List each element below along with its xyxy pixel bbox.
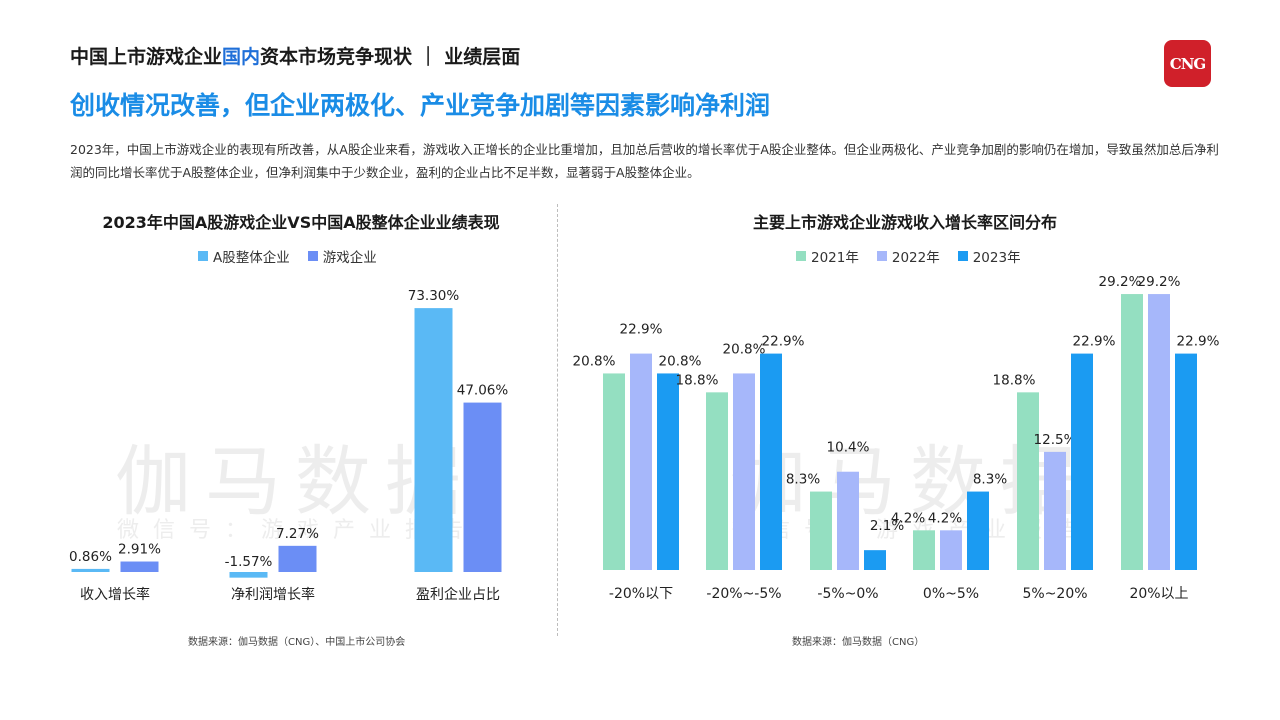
right-data-label: 10.4% — [827, 440, 870, 456]
right-data-label: 22.9% — [1073, 334, 1116, 350]
right-bar-2022 — [1148, 294, 1170, 570]
cng-logo-text: CNG — [1169, 54, 1206, 73]
legend-swatch-a-share — [198, 251, 208, 261]
legend-label-2022: 2022年 — [891, 250, 940, 266]
left-bar-a-share — [414, 308, 453, 572]
left-bar-game — [463, 402, 502, 572]
left-data-label: 2.91% — [118, 542, 161, 558]
left-bar-game — [120, 561, 159, 572]
right-bar-2023 — [1175, 353, 1197, 570]
right-chart-legend: 2021年 2022年 2023年 — [796, 246, 1021, 266]
legend-swatch-2023 — [957, 251, 968, 261]
right-data-label: 2.1% — [870, 518, 904, 534]
legend-label-2023: 2023年 — [972, 250, 1021, 266]
right-chart-source: 数据来源：伽马数据（CNG） — [792, 637, 925, 648]
legend-item-2023: 2023年 — [957, 246, 1021, 266]
legend-item-a-share: A股整体企业 — [198, 246, 290, 266]
right-bar-2021 — [1017, 392, 1039, 570]
right-bar-2022 — [1044, 451, 1066, 570]
left-bar-a-share — [229, 572, 268, 578]
right-bar-2023 — [760, 353, 782, 570]
right-data-label: 4.2% — [891, 510, 925, 526]
right-data-label: 18.8% — [993, 372, 1036, 388]
right-bar-2021 — [810, 491, 832, 570]
page-title-part1: 中国上市游戏企业 — [70, 46, 223, 68]
legend-swatch-2021 — [796, 251, 806, 261]
left-chart-title: 2023年中国A股游戏企业VS中国A股整体企业业绩表现 — [102, 213, 500, 232]
left-data-label: -1.57% — [225, 554, 273, 570]
right-bar-2023 — [657, 373, 679, 570]
right-bar-2022 — [940, 530, 962, 570]
left-category-label: 盈利企业占比 — [416, 586, 500, 603]
right-data-label: 8.3% — [786, 472, 820, 488]
right-bar-2021 — [1121, 294, 1143, 570]
right-data-label: 22.9% — [620, 322, 663, 338]
page-title-highlight: 国内 — [222, 46, 261, 68]
legend-label-2021: 2021年 — [811, 250, 859, 266]
right-data-label: 22.9% — [762, 334, 805, 350]
right-data-label: 12.5% — [1034, 432, 1077, 448]
page-title: 中国上市游戏企业国内资本市场竞争现状 ｜ 业绩层面 — [70, 42, 520, 69]
right-bar-2022 — [733, 373, 755, 570]
right-data-label: 8.3% — [973, 472, 1007, 488]
left-category-label: 收入增长率 — [80, 586, 150, 603]
right-data-label: 4.2% — [928, 510, 962, 526]
legend-label-a-share: A股整体企业 — [213, 250, 290, 266]
right-data-label: 29.2% — [1138, 274, 1181, 290]
right-bar-2022 — [630, 353, 652, 570]
left-category-label: 净利润增长率 — [231, 586, 315, 603]
right-bar-2023 — [864, 550, 886, 570]
legend-item-game: 游戏企业 — [307, 246, 377, 266]
right-category-label: 0%~5% — [923, 586, 979, 602]
right-chart-title: 主要上市游戏企业游戏收入增长率区间分布 — [752, 213, 1057, 232]
legend-label-game: 游戏企业 — [322, 250, 377, 266]
left-data-label: 7.27% — [276, 526, 319, 542]
left-bar-a-share — [71, 568, 110, 572]
right-category-label: 5%~20% — [1022, 586, 1087, 602]
right-category-label: -20%以下 — [609, 586, 673, 602]
left-chart-source: 数据来源：伽马数据（CNG）、中国上市公司协会 — [188, 637, 406, 648]
left-data-label: 73.30% — [408, 288, 460, 304]
left-data-label: 0.86% — [69, 549, 112, 565]
right-category-label: 20%以上 — [1129, 586, 1188, 602]
page-title-part2: 资本市场竞争现状 ｜ 业绩层面 — [260, 46, 521, 68]
left-chart-legend: A股整体企业 游戏企业 — [198, 246, 377, 266]
right-bar-2021 — [706, 392, 728, 570]
left-bar-game — [278, 545, 317, 572]
right-bar-2023 — [967, 491, 989, 570]
legend-item-2021: 2021年 — [796, 246, 859, 266]
legend-swatch-2022 — [876, 251, 887, 261]
right-bar-2021 — [603, 373, 625, 570]
intro-paragraph: 2023年，中国上市游戏企业的表现有所改善，从A股企业来看，游戏收入正增长的企业… — [70, 142, 1219, 180]
right-category-label: -5%~0% — [817, 586, 878, 602]
right-bar-2023 — [1071, 353, 1093, 570]
right-data-label: 20.8% — [573, 353, 616, 369]
right-data-label: 20.8% — [723, 341, 766, 357]
headline: 创收情况改善，但企业两极化、产业竞争加剧等因素影响净利润 — [70, 91, 771, 120]
cng-logo: CNG — [1164, 40, 1211, 87]
right-data-label: 29.2% — [1099, 274, 1142, 290]
right-data-label: 20.8% — [659, 353, 702, 369]
legend-swatch-game — [307, 251, 318, 261]
right-data-label: 18.8% — [676, 372, 719, 388]
legend-item-2022: 2022年 — [876, 246, 940, 266]
right-data-label: 22.9% — [1177, 334, 1220, 350]
right-bar-2021 — [913, 530, 935, 570]
right-bar-2022 — [837, 471, 859, 570]
chart-divider — [557, 204, 558, 636]
right-category-label: -20%~-5% — [706, 586, 781, 602]
left-data-label: 47.06% — [457, 383, 509, 399]
